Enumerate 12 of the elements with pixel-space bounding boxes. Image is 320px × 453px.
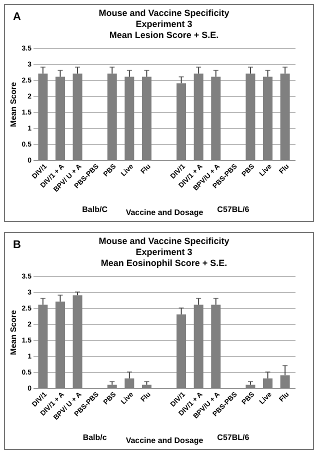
y-axis-title: Mean Score <box>8 309 18 355</box>
text: Balb/C <box>82 205 108 214</box>
text: C57BL/6 <box>217 205 250 214</box>
text: A <box>13 11 21 23</box>
x-axis-title: Vaccine and Dosage <box>126 436 204 446</box>
x-axis-title: Vaccine and Dosage <box>126 208 204 218</box>
text: Balb/c <box>82 433 108 442</box>
text: B <box>13 239 21 251</box>
y-axis-title: Mean Score <box>8 81 18 127</box>
text: C57BL/6 <box>217 433 250 442</box>
chart-title: Mouse and Vaccine Specificity Experiment 3 Mean Eosinophil Score + S.E. <box>98 236 230 268</box>
chart-title: Mouse and Vaccine Specificity Experiment 3 Mean Lesion Score + S.E. <box>98 8 230 40</box>
